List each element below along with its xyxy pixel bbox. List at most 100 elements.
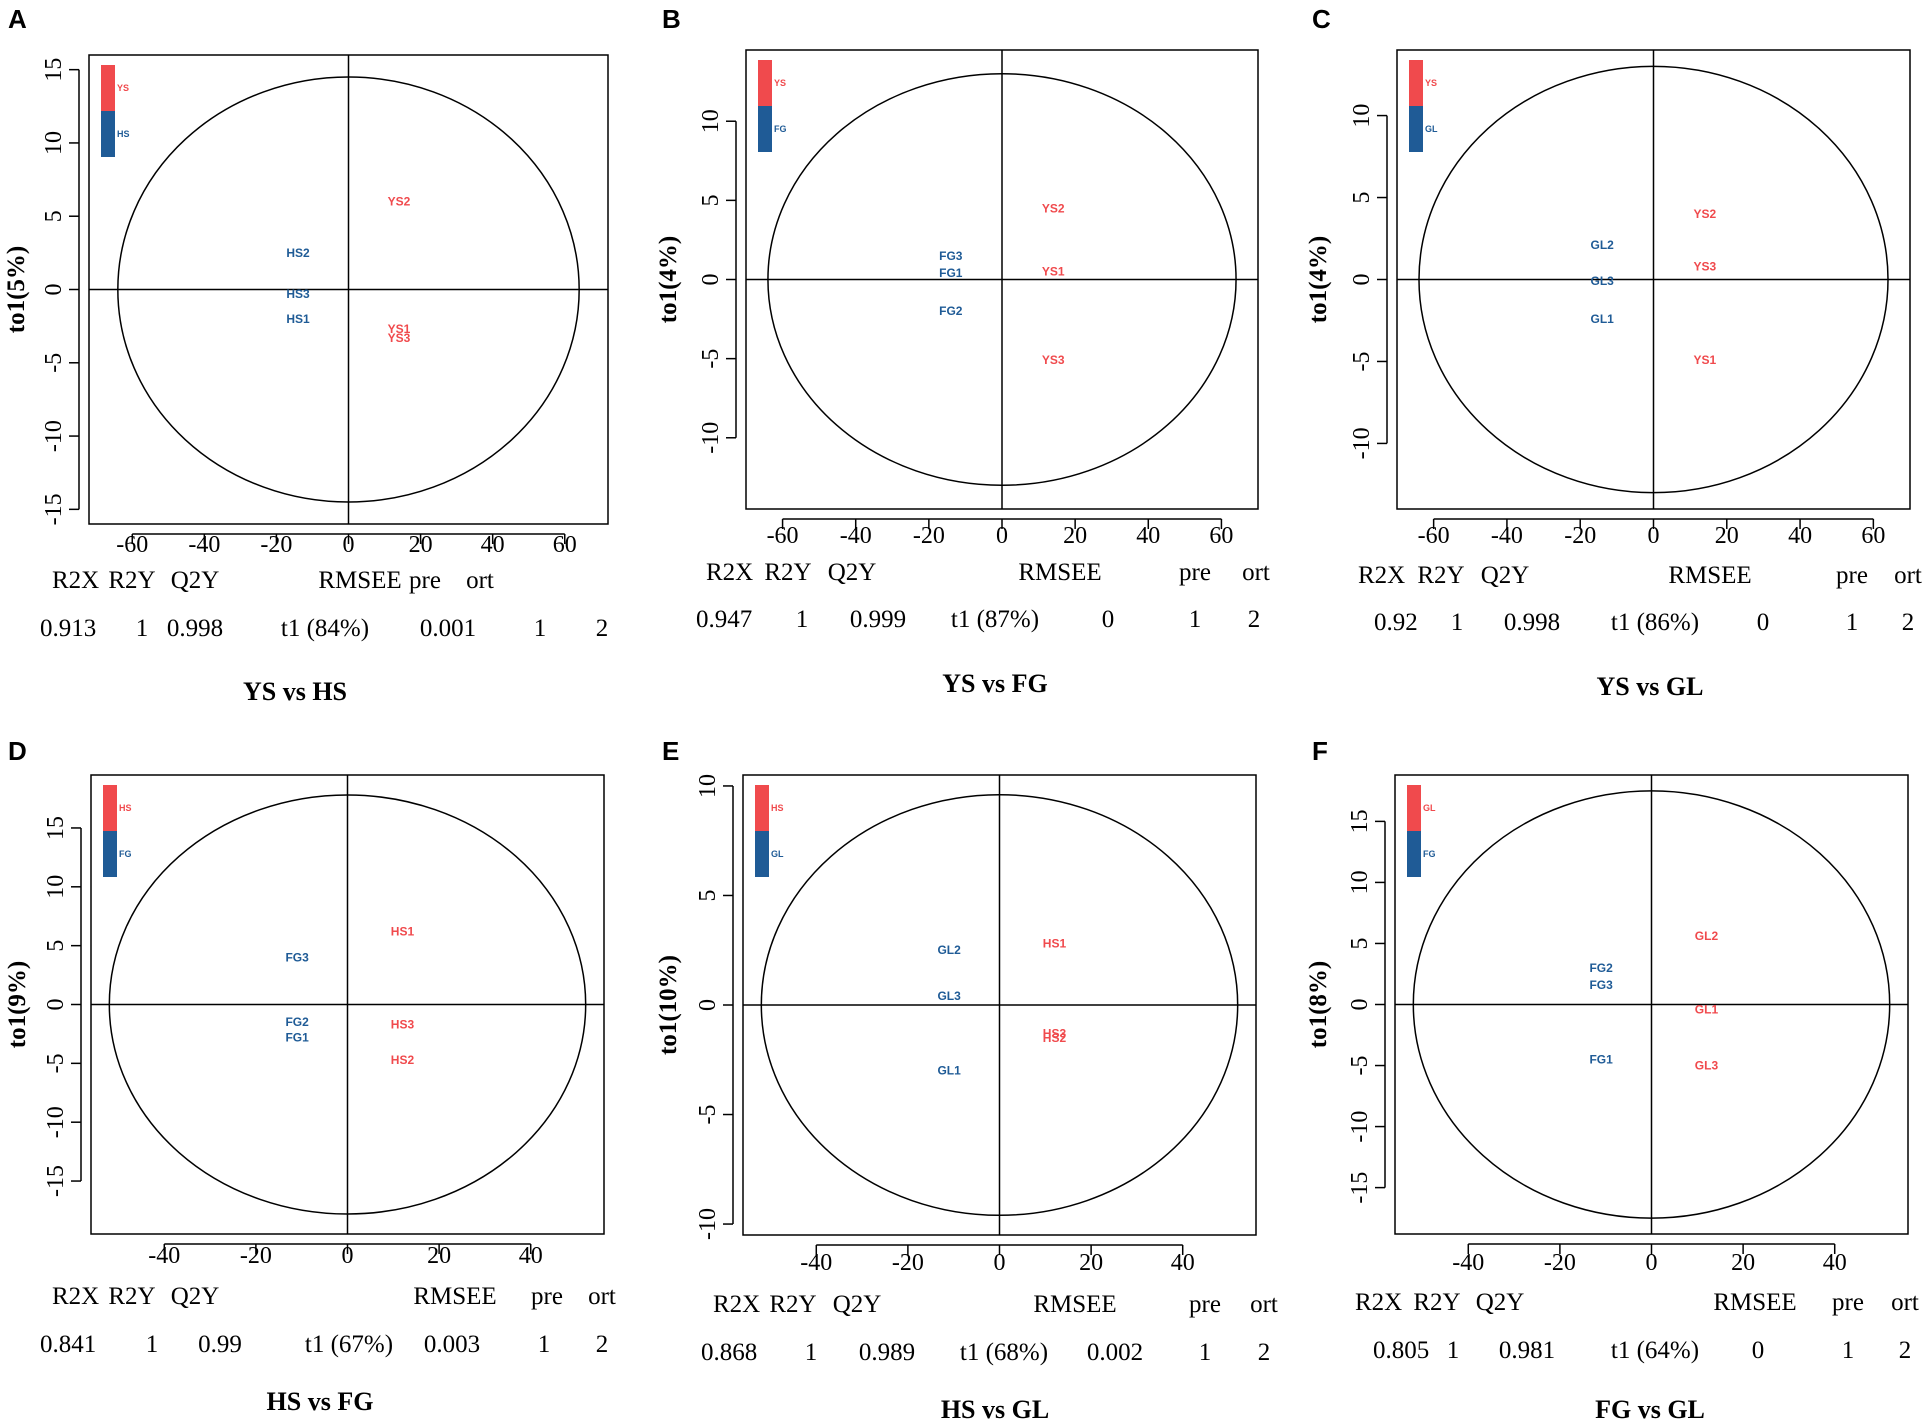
y-tick-label: 5 — [1347, 937, 1373, 949]
stats-value: 0.981 — [1499, 1337, 1555, 1364]
confidence-ellipse — [1418, 65, 1889, 494]
y-tick-label: -5 — [1347, 1056, 1373, 1076]
stats-header-r2x: R2X — [1358, 562, 1405, 589]
stats-header-rmsee: RMSEE — [1668, 562, 1751, 589]
y-tick-label: 0 — [1349, 274, 1375, 286]
panel-d: D -15 -10 -5 0 5 10 15 -40 -20 0 20 40 to1(9%) HS FG HS1… — [4, 736, 616, 1416]
stats-value: 1 — [538, 1331, 551, 1358]
legend-swatch-b — [1409, 106, 1423, 152]
x-tick-label: 20 — [409, 532, 433, 558]
point-ys2: YS2 — [388, 195, 411, 209]
stats-value: 1 — [1447, 1337, 1460, 1364]
x-tick-label: 20 — [1715, 523, 1739, 549]
stats-value: 1 — [534, 615, 547, 642]
y-tick-label: 0 — [698, 274, 724, 286]
stats-header-ort: ort — [588, 1283, 616, 1310]
point-fg3: FG3 — [285, 950, 309, 964]
comparison-title: YS vs HS — [243, 677, 347, 706]
legend-label-a: YS — [774, 78, 786, 88]
y-tick-label: 15 — [43, 816, 69, 840]
stats-value: 2 — [1248, 606, 1261, 633]
stats-header-pre: pre — [531, 1283, 563, 1310]
point-gl3: GL3 — [1591, 274, 1615, 288]
stats-header-r2y: R2Y — [1417, 562, 1464, 589]
confidence-ellipse — [767, 72, 1237, 487]
x-tick-label: 0 — [343, 532, 355, 558]
stats-value: 1 — [1842, 1337, 1855, 1364]
y-tick-label: 0 — [1347, 999, 1373, 1011]
confidence-ellipse — [117, 76, 580, 503]
point-ys1: YS1 — [1042, 265, 1065, 279]
stats-header-r2y: R2Y — [1413, 1289, 1460, 1316]
x-tick-label: -20 — [240, 1243, 272, 1269]
x-tick-label: 40 — [1171, 1250, 1195, 1276]
y-tick-label: -5 — [43, 1053, 69, 1073]
stats-value: 0.002 — [1087, 1339, 1143, 1366]
comparison-title: FG vs GL — [1595, 1395, 1705, 1424]
stats-value: 0.868 — [701, 1339, 757, 1366]
point-ys1: YS1 — [388, 322, 411, 336]
stats-header-pre: pre — [1836, 562, 1868, 589]
stats-value: 0.001 — [420, 615, 476, 642]
point-ys2: YS2 — [1693, 207, 1716, 221]
panel-a: A -15 -10 -5 0 5 10 15 -60 -40 -20 0 20 40 60 to1(5%) YS… — [3, 4, 609, 706]
point-ys3: YS3 — [1042, 353, 1065, 367]
x-tick-label: 0 — [1646, 1250, 1658, 1276]
legend-swatch-a — [103, 785, 117, 831]
stats-value: 0.99 — [198, 1331, 242, 1358]
point-hs3: HS3 — [1043, 1026, 1067, 1040]
x-tick-label: -40 — [188, 532, 220, 558]
y-tick-label: -10 — [698, 422, 724, 454]
point-fg3: FG3 — [939, 249, 963, 263]
x-tick-label: 40 — [1823, 1250, 1847, 1276]
x-tick-label: -20 — [1564, 523, 1596, 549]
y-axis-title: to1(10%) — [655, 955, 682, 1055]
stats-value: 2 — [1899, 1337, 1912, 1364]
y-tick-label: 0 — [41, 284, 67, 296]
legend-swatch-a — [1409, 60, 1423, 106]
point-gl1: GL1 — [937, 1064, 961, 1078]
legend-swatch-b — [101, 111, 115, 157]
y-tick-label: 5 — [695, 889, 721, 901]
confidence-ellipse — [760, 793, 1239, 1217]
comparison-title: YS vs GL — [1597, 672, 1704, 701]
legend-label-a: YS — [1425, 78, 1437, 88]
y-axis-title: to1(4%) — [1305, 236, 1332, 323]
legend-swatch-a — [1407, 785, 1421, 831]
point-gl3: GL3 — [1695, 1059, 1719, 1073]
point-gl3: GL3 — [937, 989, 961, 1003]
stats-value: 1 — [1189, 606, 1202, 633]
x-tick-label: 0 — [342, 1243, 354, 1269]
point-gl1: GL1 — [1695, 1002, 1719, 1016]
stats-value: t1 (68%) — [960, 1339, 1048, 1366]
y-tick-label: 5 — [698, 194, 724, 206]
x-tick-label: 20 — [1079, 1250, 1103, 1276]
legend-label-b: FG — [774, 124, 787, 134]
legend-label-a: GL — [1423, 803, 1436, 813]
point-fg3: FG3 — [1589, 978, 1613, 992]
legend-swatch-b — [1407, 831, 1421, 877]
stats-value: t1 (87%) — [951, 606, 1039, 633]
point-hs2: HS2 — [391, 1053, 415, 1067]
point-hs1: HS1 — [286, 312, 310, 326]
legend-label-a: HS — [771, 803, 784, 813]
point-gl1: GL1 — [1591, 312, 1615, 326]
y-axis-title: to1(4%) — [655, 236, 682, 323]
stats-header-r2y: R2Y — [108, 1283, 155, 1310]
y-tick-label: -10 — [695, 1208, 721, 1240]
x-tick-label: -60 — [1418, 523, 1450, 549]
stats-header-rmsee: RMSEE — [1033, 1291, 1116, 1318]
y-tick-label: -5 — [1349, 351, 1375, 371]
stats-header-r2x: R2X — [706, 559, 753, 586]
stats-value: 1 — [1451, 609, 1464, 636]
stats-header-r2x: R2X — [52, 567, 99, 594]
y-tick-label: 0 — [695, 999, 721, 1011]
legend-label-b: GL — [1425, 124, 1438, 134]
stats-header-r2x: R2X — [52, 1283, 99, 1310]
x-tick-label: 20 — [427, 1243, 451, 1269]
point-ys2: YS2 — [1042, 201, 1065, 215]
stats-header-r2y: R2Y — [769, 1291, 816, 1318]
